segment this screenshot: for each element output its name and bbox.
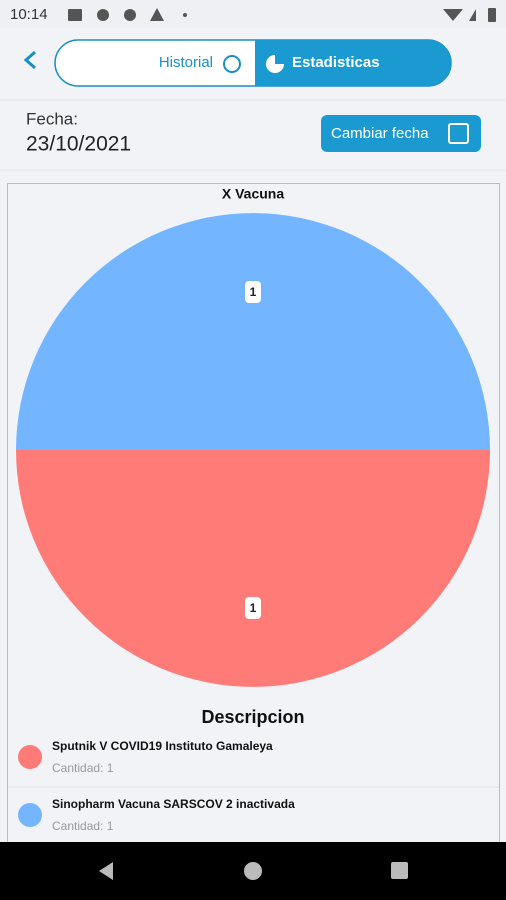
legend-quantity: Cantidad: 1 xyxy=(52,761,114,775)
tab-label: Estadisticas xyxy=(292,54,380,71)
pie-icon xyxy=(266,55,284,73)
data-label: 1 xyxy=(250,285,257,299)
tab-label: Historial xyxy=(159,54,213,71)
legend-label: Sinopharm Vacuna SARSCOV 2 inactivada xyxy=(52,797,295,811)
nav-recents[interactable] xyxy=(391,862,408,879)
status-icons xyxy=(68,8,496,22)
pie: 11 xyxy=(16,213,490,687)
data-label-bg xyxy=(245,281,261,303)
data-label: 1 xyxy=(250,601,257,615)
nav-back[interactable] xyxy=(99,862,113,880)
button-label: Cambiar fecha xyxy=(331,125,429,142)
status-bar xyxy=(0,0,506,28)
nav-home[interactable] xyxy=(244,862,262,880)
date-value: 23/10/2021 xyxy=(26,133,131,156)
legend: Sputnik V COVID19 Instituto Gamaleya Cant… xyxy=(8,739,499,833)
change-date-button[interactable] xyxy=(321,115,481,152)
legend-title: Descripcion xyxy=(201,707,304,727)
back-button[interactable] xyxy=(23,50,36,70)
status-time: 10:14 xyxy=(10,6,48,23)
date-label: Fecha: xyxy=(26,109,78,128)
calendar-icon xyxy=(448,123,469,144)
pie-slice xyxy=(16,450,490,687)
history-icon xyxy=(223,55,241,73)
legend-label: Sputnik V COVID19 Instituto Gamaleya xyxy=(52,739,273,753)
pie-slice xyxy=(16,213,490,450)
data-label-bg xyxy=(245,597,261,619)
legend-swatch xyxy=(18,803,42,827)
legend-quantity: Cantidad: 1 xyxy=(52,819,114,833)
tab-estadisticas[interactable] xyxy=(255,40,451,86)
legend-swatch xyxy=(18,745,42,769)
chart-title: X Vacuna xyxy=(222,186,284,202)
